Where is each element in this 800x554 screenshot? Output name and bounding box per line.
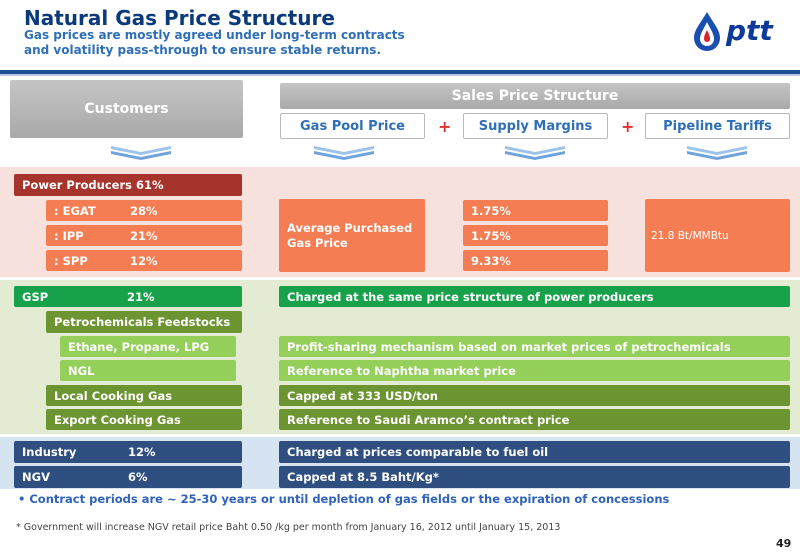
egat-row: : EGAT 28%: [46, 200, 242, 221]
gsp-pricing: Charged at the same price structure of p…: [279, 286, 790, 307]
ngv-pricing: Capped at 8.5 Baht/Kg*: [279, 466, 790, 488]
chevron-down-icon: [687, 146, 747, 160]
subtitle-line-1: Gas prices are mostly agreed under long-…: [24, 28, 405, 42]
header-divider-light: [0, 74, 800, 76]
chevron-down-icon: [505, 146, 565, 160]
avg-price-line-1: Average Purchased: [287, 220, 413, 235]
export-cooking-gas-pricing: Reference to Saudi Aramco’s contract pri…: [279, 409, 790, 430]
industry-row: Industry 12%: [14, 441, 242, 463]
ipp-pct: 21%: [130, 228, 158, 243]
ngv-label: NGV: [22, 470, 50, 484]
margin-spp: 9.33%: [463, 250, 608, 271]
footnote: * Government will increase NGV retail pr…: [16, 522, 561, 533]
egat-pct: 28%: [130, 203, 158, 218]
gsp-pct: 21%: [127, 289, 155, 304]
logo-text: ptt: [726, 14, 773, 47]
sales-price-structure-header: Sales Price Structure: [280, 83, 790, 109]
ipp-row: : IPP 21%: [46, 225, 242, 246]
ngv-pct: 6%: [128, 470, 148, 484]
plus-sign-1: +: [438, 117, 452, 136]
customers-header: Customers: [10, 80, 243, 138]
pipeline-tariffs-header: Pipeline Tariffs: [645, 113, 790, 139]
spp-label: : SPP: [54, 253, 88, 268]
page-subtitle: Gas prices are mostly agreed under long-…: [24, 28, 444, 58]
avg-price-line-2: Gas Price: [287, 235, 348, 250]
page-title: Natural Gas Price Structure: [24, 6, 335, 30]
gas-pool-price-header: Gas Pool Price: [280, 113, 425, 139]
margin-ipp: 1.75%: [463, 225, 608, 246]
ngl-label: NGL: [60, 360, 236, 381]
petrochemicals-feedstocks-label: Petrochemicals Feedstocks: [46, 311, 242, 333]
ethane-propane-lpg-label: Ethane, Propane, LPG: [60, 336, 236, 357]
industry-pct: 12%: [128, 445, 156, 459]
supply-margins-header: Supply Margins: [463, 113, 608, 139]
local-cooking-gas-label: Local Cooking Gas: [46, 385, 242, 406]
chevron-down-icon: [314, 146, 374, 160]
ipp-label: : IPP: [54, 228, 84, 243]
gsp-row: GSP 21%: [14, 286, 242, 307]
egat-label: : EGAT: [54, 203, 96, 218]
ngl-pricing: Reference to Naphtha market price: [279, 360, 790, 381]
pipeline-tariff-box: 21.8 Bt/MMBtu: [645, 199, 790, 272]
page-number: 49: [776, 537, 792, 550]
spp-row: : SPP 12%: [46, 250, 242, 271]
power-producers-label: Power Producers 61%: [14, 174, 242, 196]
flame-drop-icon: [694, 12, 720, 51]
industry-label: Industry: [22, 445, 77, 459]
header-divider: [0, 70, 800, 74]
chevron-down-icon: [111, 146, 171, 160]
ptt-logo: ptt: [690, 10, 788, 54]
spp-pct: 12%: [130, 253, 158, 268]
average-purchased-gas-price-box: Average Purchased Gas Price: [279, 199, 425, 272]
margin-egat: 1.75%: [463, 200, 608, 221]
export-cooking-gas-label: Export Cooking Gas: [46, 409, 242, 430]
ngv-row: NGV 6%: [14, 466, 242, 488]
industry-pricing: Charged at prices comparable to fuel oil: [279, 441, 790, 463]
local-cooking-gas-pricing: Capped at 333 USD/ton: [279, 385, 790, 406]
plus-sign-2: +: [621, 117, 635, 136]
contract-period-note: • Contract periods are ~ 25-30 years or …: [18, 492, 670, 506]
subtitle-line-2: and volatility pass-through to ensure st…: [24, 43, 381, 57]
gsp-label: GSP: [22, 289, 49, 304]
ethane-pricing: Profit-sharing mechanism based on market…: [279, 336, 790, 357]
